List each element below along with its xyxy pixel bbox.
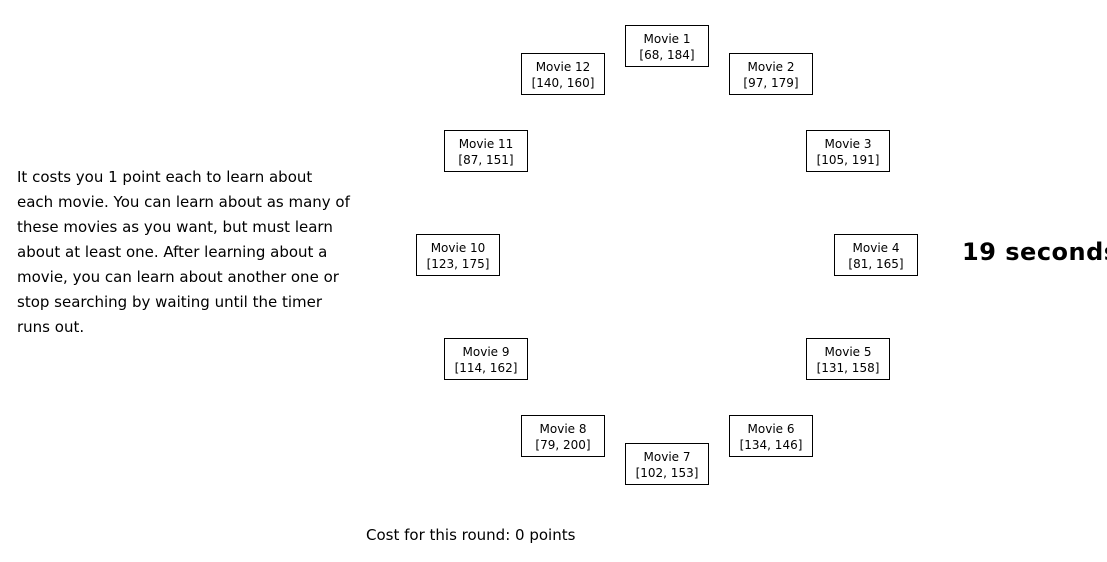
movie-values: [131, 158] bbox=[816, 361, 880, 375]
movie-name: Movie 12 bbox=[535, 60, 591, 74]
movie-values: [105, 191] bbox=[816, 153, 880, 167]
movie-box-11[interactable]: Movie 11 [87, 151] bbox=[444, 130, 528, 172]
movie-box-3[interactable]: Movie 3 [105, 191] bbox=[806, 130, 890, 172]
movie-name: Movie 4 bbox=[852, 241, 900, 255]
movie-name: Movie 7 bbox=[643, 450, 691, 464]
instructions-text: It costs you 1 point each to learn about… bbox=[17, 168, 350, 336]
movie-values: [134, 146] bbox=[739, 438, 803, 452]
movie-name: Movie 9 bbox=[462, 345, 510, 359]
movie-name: Movie 10 bbox=[430, 241, 486, 255]
movie-values: [79, 200] bbox=[535, 438, 591, 452]
countdown-timer: 19 seconds bbox=[962, 238, 1107, 266]
movie-name: Movie 8 bbox=[539, 422, 587, 436]
movie-box-1[interactable]: Movie 1 [68, 184] bbox=[625, 25, 709, 67]
movie-box-5[interactable]: Movie 5 [131, 158] bbox=[806, 338, 890, 380]
movie-values: [102, 153] bbox=[635, 466, 699, 480]
movie-name: Movie 11 bbox=[458, 137, 514, 151]
movie-box-2[interactable]: Movie 2 [97, 179] bbox=[729, 53, 813, 95]
movie-box-10[interactable]: Movie 10 [123, 175] bbox=[416, 234, 500, 276]
movie-values: [87, 151] bbox=[458, 153, 514, 167]
movie-box-6[interactable]: Movie 6 [134, 146] bbox=[729, 415, 813, 457]
movie-values: [114, 162] bbox=[454, 361, 518, 375]
movie-name: Movie 6 bbox=[747, 422, 795, 436]
movie-name: Movie 2 bbox=[747, 60, 795, 74]
movie-name: Movie 5 bbox=[824, 345, 872, 359]
movie-values: [68, 184] bbox=[639, 48, 695, 62]
movie-box-7[interactable]: Movie 7 [102, 153] bbox=[625, 443, 709, 485]
movie-values: [123, 175] bbox=[426, 257, 490, 271]
movie-values: [140, 160] bbox=[531, 76, 595, 90]
movie-box-8[interactable]: Movie 8 [79, 200] bbox=[521, 415, 605, 457]
round-cost-text: Cost for this round: 0 points bbox=[366, 526, 576, 544]
movie-name: Movie 3 bbox=[824, 137, 872, 151]
movie-values: [81, 165] bbox=[848, 257, 904, 271]
movie-name: Movie 1 bbox=[643, 32, 691, 46]
movie-values: [97, 179] bbox=[743, 76, 799, 90]
movie-box-12[interactable]: Movie 12 [140, 160] bbox=[521, 53, 605, 95]
movie-box-9[interactable]: Movie 9 [114, 162] bbox=[444, 338, 528, 380]
movie-box-4[interactable]: Movie 4 [81, 165] bbox=[834, 234, 918, 276]
